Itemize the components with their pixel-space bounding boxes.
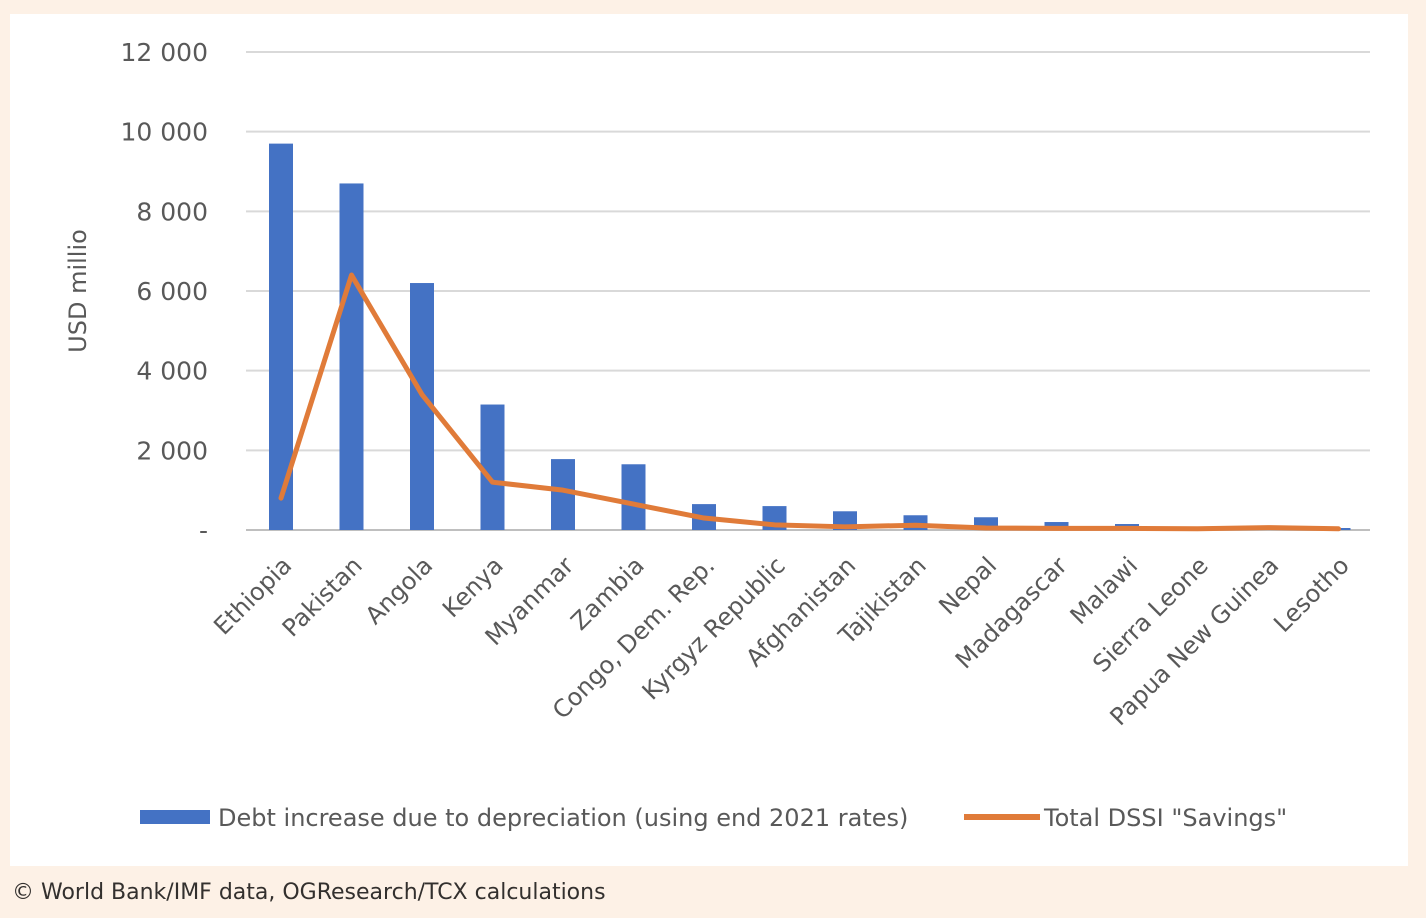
bar xyxy=(480,404,505,530)
source-caption: © World Bank/IMF data, OGResearch/TCX ca… xyxy=(12,880,606,905)
legend-label-bar: Debt increase due to depreciation (using… xyxy=(218,804,908,832)
legend-label-line: Total DSSI "Savings" xyxy=(1043,804,1287,832)
y-tick-label: 12 000 xyxy=(121,38,208,67)
y-tick-label: 4 000 xyxy=(136,357,208,386)
x-axis-labels: EthiopiaPakistanAngolaKenyaMyanmarZambia… xyxy=(208,551,1354,731)
bar xyxy=(551,459,575,530)
legend: Debt increase due to depreciation (using… xyxy=(140,804,1287,832)
bar xyxy=(621,464,646,530)
y-tick-label: 2 000 xyxy=(136,436,208,465)
bar xyxy=(339,183,364,530)
chart-figure: - 2 000 4 000 6 000 8 000 10 000 12 000 Ethiop… xyxy=(10,14,1408,866)
y-tick-label: 8 000 xyxy=(136,197,208,226)
y-axis-title: USD millio xyxy=(64,229,92,353)
bar-series xyxy=(269,143,1351,530)
line-series xyxy=(278,272,1341,532)
x-tick-label: Lesotho xyxy=(1268,551,1354,637)
chart-canvas: - 2 000 4 000 6 000 8 000 10 000 12 000 Ethiop… xyxy=(64,38,1370,832)
x-tick-label: Nepal xyxy=(933,551,1002,620)
y-axis-ticks: - 2 000 4 000 6 000 8 000 10 000 12 000 xyxy=(121,38,208,545)
y-tick-label: - xyxy=(199,516,208,545)
y-tick-label: 6 000 xyxy=(136,277,208,306)
x-tick-label: Angola xyxy=(360,551,438,629)
legend-swatch-bar xyxy=(140,810,210,824)
y-tick-label: 10 000 xyxy=(121,118,208,147)
series-line xyxy=(278,272,1341,532)
